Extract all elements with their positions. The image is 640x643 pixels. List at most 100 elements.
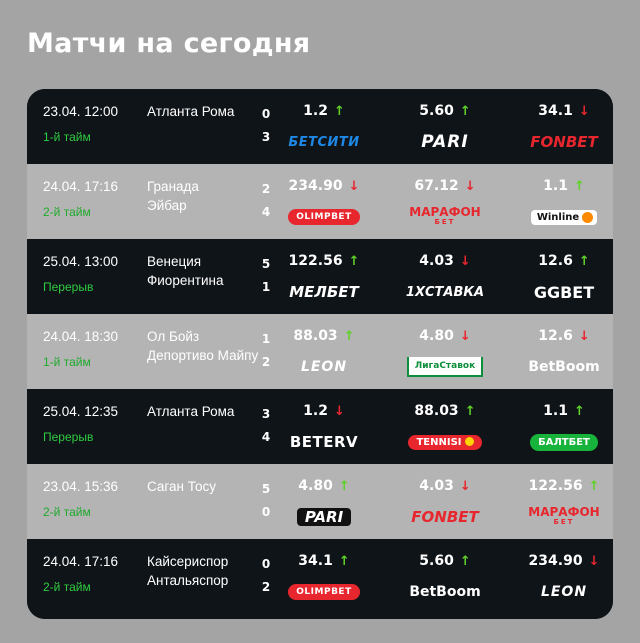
bookmaker-logo-pari[interactable]: PARI bbox=[264, 505, 384, 529]
score-home: 0 bbox=[261, 107, 271, 121]
bookmaker-logo-olimpbet[interactable]: OLIMPBET bbox=[264, 205, 384, 229]
match-status: 2-й тайм bbox=[43, 205, 91, 219]
score-away: 3 bbox=[261, 130, 271, 144]
match-row[interactable]: 24.04. 17:16 2-й тайм Кайсериспор Анталь… bbox=[27, 539, 613, 619]
bookmaker-logo-ggbet[interactable]: GGBET bbox=[533, 282, 595, 302]
arrow-up-icon: ↑ bbox=[348, 254, 360, 269]
odd-value[interactable]: 1.1 ↑ bbox=[543, 403, 585, 419]
odd-value[interactable]: 1.2 ↓ bbox=[303, 403, 345, 419]
match-datetime: 24.04. 17:16 bbox=[43, 554, 119, 569]
score-away: 2 bbox=[261, 580, 271, 594]
odd-value[interactable]: 4.80 ↑ bbox=[298, 478, 350, 494]
arrow-down-icon: ↓ bbox=[333, 404, 345, 419]
bookmaker-logo-marafon[interactable]: МАРАФОН БЕТ bbox=[409, 205, 481, 226]
bookmaker-logo-fonbet[interactable]: FONBET bbox=[530, 133, 598, 151]
arrow-up-icon: ↑ bbox=[573, 404, 585, 419]
odd-value[interactable]: 5.60 ↑ bbox=[419, 553, 471, 569]
odd-value[interactable]: 122.56 ↑ bbox=[288, 253, 360, 269]
arrow-down-icon: ↓ bbox=[459, 254, 471, 269]
match-row[interactable]: 24.04. 17:16 2-й тайм Гранада Эйбар 2 4 … bbox=[27, 164, 613, 239]
match-status: 2-й тайм bbox=[43, 580, 91, 594]
odd-value[interactable]: 4.03 ↓ bbox=[419, 253, 471, 269]
match-datetime: 24.04. 17:16 bbox=[43, 179, 119, 194]
arrow-up-icon: ↑ bbox=[464, 404, 476, 419]
bookmaker-logo-beterv[interactable]: BETERV bbox=[289, 433, 359, 451]
page-title: Матчи на сегодня bbox=[27, 28, 311, 59]
odd-value[interactable]: 1.1 ↑ bbox=[543, 178, 585, 194]
arrow-down-icon: ↓ bbox=[459, 479, 471, 494]
match-row[interactable]: 25.04. 12:35 Перерыв Атланта Рома 3 4 1.… bbox=[27, 389, 613, 464]
bookmaker-logo-winline[interactable]: Winline bbox=[504, 205, 613, 229]
match-teams: Гранада Эйбар bbox=[147, 178, 262, 215]
arrow-up-icon: ↑ bbox=[459, 104, 471, 119]
bookmaker-logo-melbet[interactable]: МЕЛБЕТ bbox=[289, 283, 359, 301]
odd-value[interactable]: 4.03 ↓ bbox=[419, 478, 471, 494]
match-teams: Венеция Фиорентина bbox=[147, 253, 262, 290]
team-home: Кайсериспор bbox=[147, 554, 229, 569]
match-scores: 5 0 bbox=[260, 478, 272, 524]
match-status: 1-й тайм bbox=[43, 355, 91, 369]
score-home: 1 bbox=[261, 332, 271, 346]
bookmaker-logo-betboom[interactable]: BetBoom bbox=[528, 359, 600, 375]
bookmaker-logo-baltbet[interactable]: БАЛТБЕТ bbox=[504, 430, 613, 454]
score-away: 4 bbox=[261, 205, 271, 219]
score-home: 5 bbox=[261, 257, 271, 271]
bookmaker-logo-marafon[interactable]: МАРАФОН БЕТ bbox=[528, 505, 600, 526]
team-away: Депортиво Майпу bbox=[147, 347, 259, 363]
match-teams: Кайсериспор Антальяспор bbox=[147, 553, 262, 590]
match-status: 2-й тайм bbox=[43, 505, 91, 519]
odd-value[interactable]: 67.12 ↓ bbox=[414, 178, 476, 194]
arrow-down-icon: ↓ bbox=[459, 329, 471, 344]
score-away: 4 bbox=[261, 430, 271, 444]
bookmaker-logo-tennisi[interactable]: TENNISI bbox=[385, 430, 505, 454]
odd-value[interactable]: 1.2 ↑ bbox=[303, 103, 345, 119]
match-row[interactable]: 25.04. 13:00 Перерыв Венеция Фиорентина … bbox=[27, 239, 613, 314]
odd-value[interactable]: 88.03 ↑ bbox=[293, 328, 355, 344]
bookmaker-logo-fonbet[interactable]: FONBET bbox=[411, 508, 479, 526]
arrow-up-icon: ↑ bbox=[573, 179, 585, 194]
team-home: Атланта Рома bbox=[147, 104, 235, 119]
odd-value[interactable]: 4.80 ↓ bbox=[419, 328, 471, 344]
bookmaker-logo-pari[interactable]: PARI bbox=[421, 132, 469, 152]
score-away: 2 bbox=[261, 355, 271, 369]
odd-value[interactable]: 12.6 ↓ bbox=[538, 328, 590, 344]
match-scores: 5 1 bbox=[260, 253, 272, 299]
arrow-up-icon: ↑ bbox=[338, 554, 350, 569]
odd-value[interactable]: 88.03 ↑ bbox=[414, 403, 476, 419]
score-home: 3 bbox=[261, 407, 271, 421]
team-away: Фиорентина bbox=[147, 272, 224, 288]
odd-value[interactable]: 34.1 ↓ bbox=[538, 103, 590, 119]
team-home: Венеция bbox=[147, 254, 202, 269]
score-home: 2 bbox=[261, 182, 271, 196]
arrow-down-icon: ↓ bbox=[578, 104, 590, 119]
match-status: Перерыв bbox=[43, 280, 94, 294]
match-row[interactable]: 23.04. 12:00 1-й тайм Атланта Рома 0 3 1… bbox=[27, 89, 613, 164]
match-row[interactable]: 23.04. 15:36 2-й тайм Саган Тосу 5 0 4.8… bbox=[27, 464, 613, 539]
score-away: 1 bbox=[261, 280, 271, 294]
matches-table: 23.04. 12:00 1-й тайм Атланта Рома 0 3 1… bbox=[27, 89, 613, 619]
match-datetime: 23.04. 15:36 bbox=[43, 479, 119, 494]
score-away: 0 bbox=[261, 505, 271, 519]
odd-value[interactable]: 12.6 ↑ bbox=[538, 253, 590, 269]
match-row[interactable]: 24.04. 18:30 1-й тайм Ол Бойз Депортиво … bbox=[27, 314, 613, 389]
odd-value[interactable]: 122.56 ↑ bbox=[528, 478, 600, 494]
bookmaker-logo-leon[interactable]: LEON bbox=[540, 584, 588, 600]
bookmaker-logo-leon[interactable]: LEON bbox=[300, 359, 348, 375]
bookmaker-logo-betsiti[interactable]: БЕТСИТИ bbox=[288, 134, 360, 150]
bookmaker-logo-ligastavok[interactable]: ЛигаСтавок bbox=[385, 355, 505, 379]
match-datetime: 23.04. 12:00 bbox=[43, 104, 119, 119]
odd-value[interactable]: 34.1 ↑ bbox=[298, 553, 350, 569]
match-teams: Атланта Рома bbox=[147, 103, 262, 122]
bookmaker-logo-olimpbet[interactable]: OLIMPBET bbox=[264, 580, 384, 604]
match-scores: 0 3 bbox=[260, 103, 272, 149]
arrow-up-icon: ↑ bbox=[588, 479, 600, 494]
bookmaker-logo-1xstavka[interactable]: 1XСТАВКА bbox=[405, 284, 485, 300]
match-teams: Ол Бойз Депортиво Майпу bbox=[147, 328, 262, 365]
bookmaker-logo-betboom[interactable]: BetBoom bbox=[409, 584, 481, 600]
match-scores: 2 4 bbox=[260, 178, 272, 224]
team-home: Саган Тосу bbox=[147, 479, 216, 494]
odd-value[interactable]: 234.90 ↓ bbox=[528, 553, 600, 569]
score-home: 5 bbox=[261, 482, 271, 496]
odd-value[interactable]: 5.60 ↑ bbox=[419, 103, 471, 119]
odd-value[interactable]: 234.90 ↓ bbox=[288, 178, 360, 194]
